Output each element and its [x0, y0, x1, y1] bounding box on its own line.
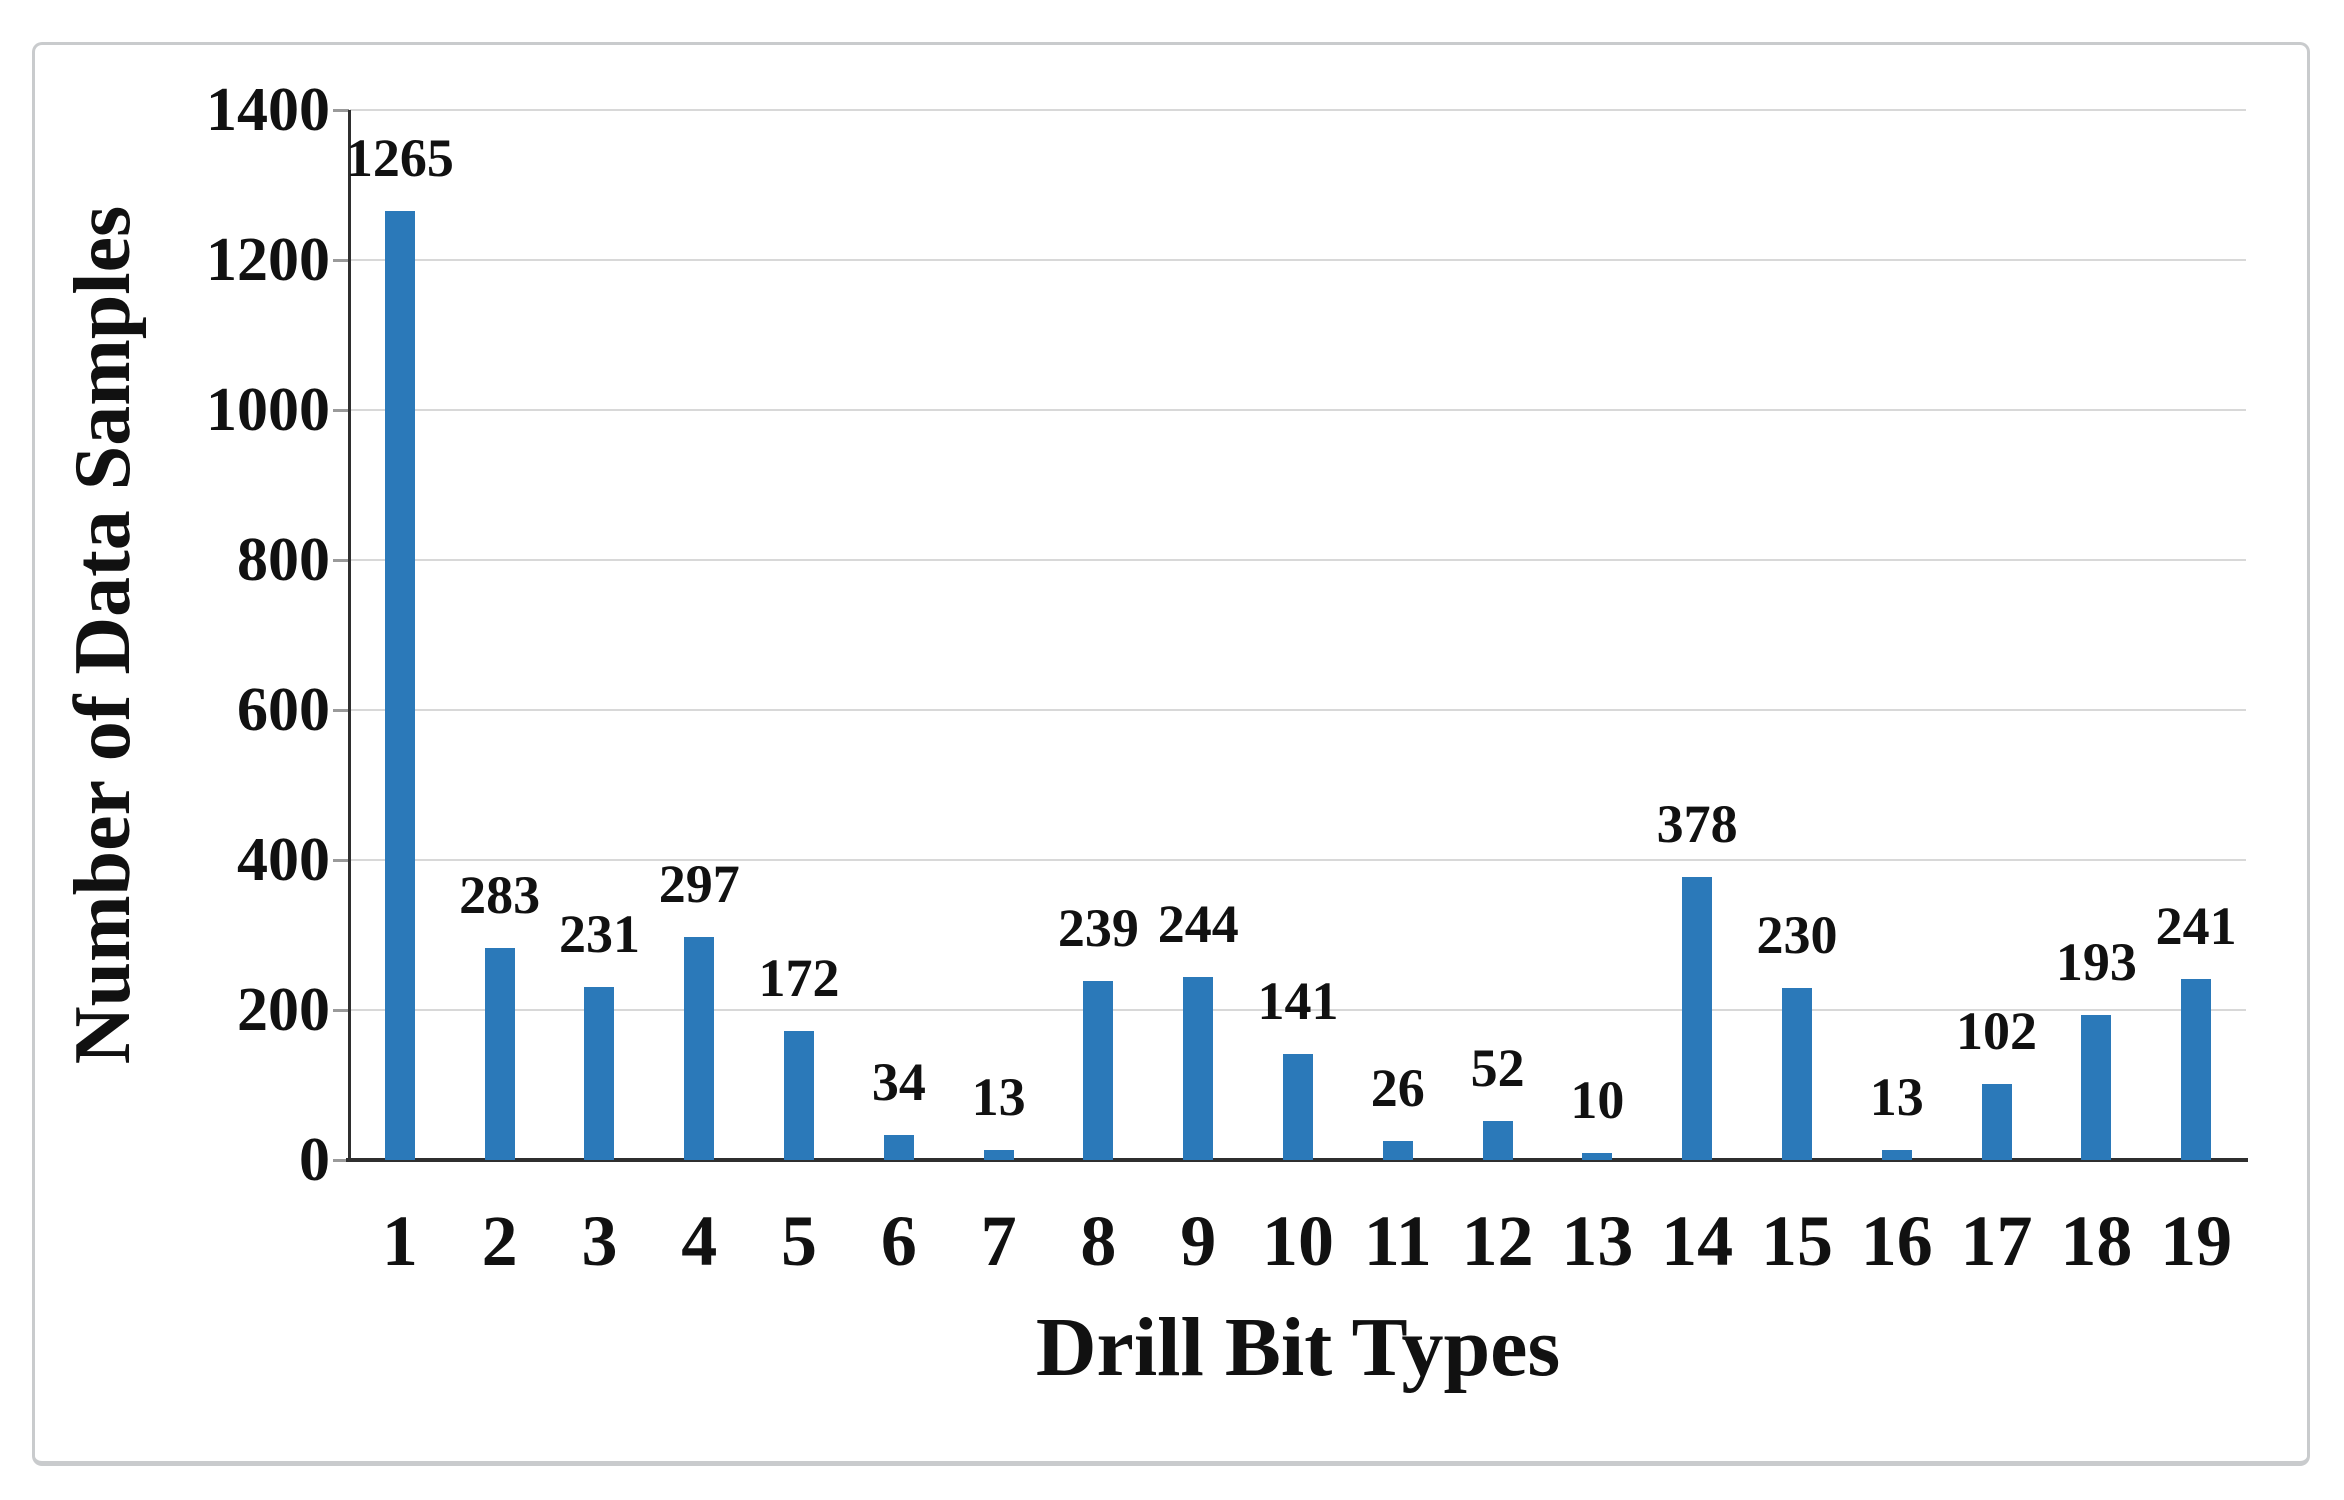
- gridline: [350, 259, 2246, 261]
- bar-value-label: 26: [1370, 1057, 1425, 1118]
- bar: [1183, 977, 1214, 1160]
- bar-value-label: 172: [758, 948, 840, 1008]
- y-tick-mark: [333, 259, 349, 262]
- x-tick-label: 2: [481, 1201, 518, 1281]
- x-tick-label: 5: [781, 1201, 818, 1281]
- bar: [1981, 1083, 2012, 1160]
- y-tick-mark: [333, 709, 349, 712]
- y-tick-label: 1000: [206, 376, 330, 444]
- y-tick-label: 800: [237, 526, 330, 594]
- bar-value-label: 241: [2155, 896, 2237, 957]
- y-tick-mark: [333, 1009, 349, 1012]
- y-tick-label: 400: [237, 826, 330, 894]
- bar: [784, 1031, 815, 1160]
- gridline: [350, 559, 2246, 561]
- y-axis-title: Number of Data Samples: [59, 205, 147, 1065]
- y-tick-mark: [333, 109, 349, 112]
- bar-value-label: 102: [1956, 1000, 2038, 1061]
- gridline: [350, 1009, 2246, 1011]
- gridline: [350, 109, 2246, 111]
- bar: [1582, 1152, 1613, 1160]
- bar-value-label: 231: [558, 903, 640, 964]
- bar-value-label: 244: [1157, 894, 1239, 954]
- bar-value-label: 193: [2055, 932, 2137, 993]
- bar-value-label: 52: [1470, 1038, 1525, 1098]
- bar: [1781, 987, 1812, 1160]
- bar: [1881, 1150, 1912, 1160]
- x-tick-label: 4: [681, 1201, 718, 1281]
- y-tick-mark: [333, 559, 349, 562]
- x-tick-label: 11: [1363, 1201, 1432, 1281]
- x-tick-label: 18: [2060, 1201, 2133, 1281]
- bar: [1682, 876, 1713, 1160]
- bar: [1482, 1121, 1513, 1160]
- bar-value-label: 297: [658, 854, 740, 915]
- bar: [883, 1134, 914, 1160]
- y-tick-mark: [333, 409, 349, 412]
- y-tick-mark: [333, 1159, 349, 1162]
- gridline: [350, 709, 2246, 711]
- x-tick-label: 1: [381, 1201, 418, 1281]
- bar: [484, 947, 515, 1160]
- x-tick-label: 16: [1860, 1201, 1933, 1281]
- y-tick-mark: [333, 859, 349, 862]
- bar-value-label: 141: [1257, 971, 1339, 1032]
- x-tick-label: 6: [880, 1201, 917, 1281]
- x-tick-label: 7: [980, 1201, 1017, 1281]
- bar-value-label: 283: [459, 864, 541, 925]
- x-tick-label: 10: [1262, 1201, 1334, 1281]
- bar-value-label: 378: [1656, 793, 1738, 854]
- bar-value-label: 239: [1057, 897, 1139, 958]
- bar: [983, 1150, 1014, 1160]
- bar: [1382, 1140, 1413, 1160]
- x-tick-label: 19: [2160, 1201, 2233, 1281]
- x-axis-title: Drill Bit Types: [1035, 1301, 1561, 1394]
- x-tick-label: 17: [1960, 1201, 2033, 1281]
- y-tick-label: 1400: [206, 76, 330, 144]
- x-axis-line: [346, 1158, 2248, 1162]
- bar: [1083, 980, 1114, 1160]
- bar: [384, 211, 415, 1160]
- bar: [584, 986, 615, 1160]
- y-tick-label: 0: [299, 1126, 330, 1194]
- x-tick-label: 14: [1661, 1201, 1734, 1281]
- x-tick-label: 13: [1561, 1201, 1634, 1281]
- bar: [2181, 979, 2212, 1160]
- bar-value-label: 230: [1756, 904, 1838, 965]
- gridline: [350, 409, 2246, 411]
- bar: [2081, 1015, 2112, 1160]
- x-tick-label: 8: [1080, 1201, 1117, 1281]
- bar-value-label: 13: [971, 1067, 1026, 1128]
- bar: [684, 937, 715, 1160]
- y-tick-label: 200: [237, 976, 330, 1044]
- x-tick-label: 15: [1760, 1201, 1833, 1281]
- bar: [1283, 1054, 1313, 1160]
- bar-value-label: 10: [1570, 1069, 1625, 1130]
- bar-value-label: 34: [871, 1051, 926, 1112]
- bar-value-label: 1265: [345, 128, 454, 189]
- y-tick-label: 1200: [206, 226, 330, 294]
- y-tick-label: 600: [237, 676, 330, 744]
- plot-area: [350, 110, 2246, 1160]
- gridline: [350, 859, 2246, 861]
- y-axis-line: [348, 110, 351, 1162]
- x-tick-label: 9: [1180, 1201, 1217, 1281]
- x-tick-label: 12: [1461, 1201, 1534, 1281]
- bar-value-label: 13: [1869, 1067, 1924, 1128]
- x-tick-label: 3: [581, 1201, 618, 1281]
